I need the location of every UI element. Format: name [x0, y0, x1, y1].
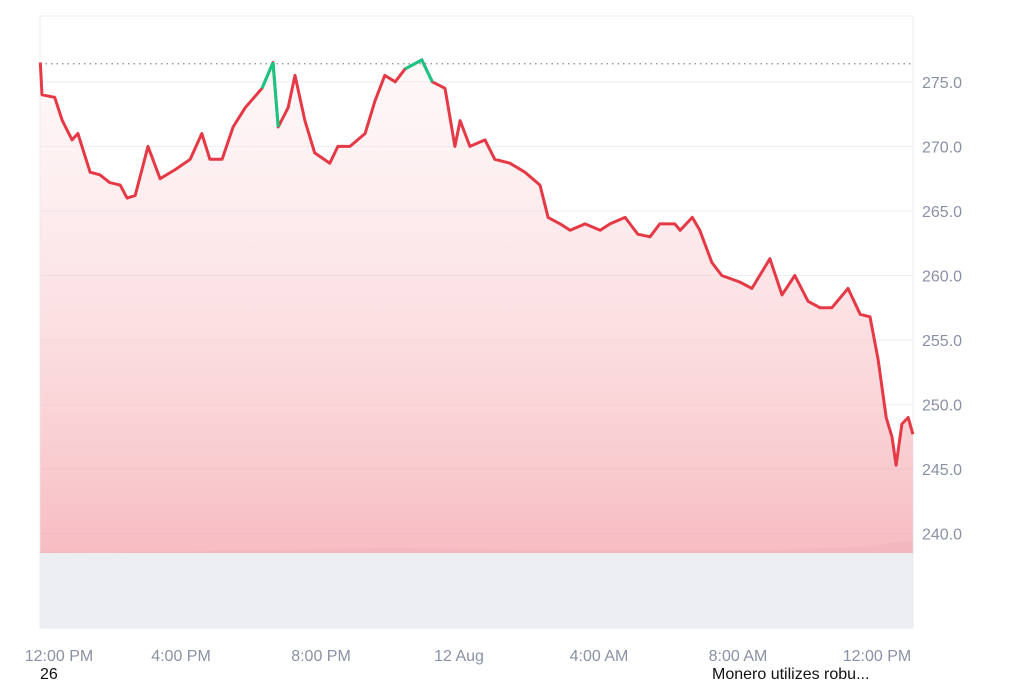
- x-tick-label: 8:00 PM: [291, 648, 351, 665]
- x-tick-label: 12 Aug: [434, 648, 484, 665]
- y-tick-label: 240.0: [922, 527, 962, 544]
- y-tick-label: 255.0: [922, 333, 962, 350]
- y-tick-label: 250.0: [922, 398, 962, 415]
- price-line: [38, 58, 915, 467]
- y-tick-label: 265.0: [922, 204, 962, 221]
- y-tick-label: 245.0: [922, 462, 962, 479]
- x-tick-label: 4:00 AM: [570, 648, 629, 665]
- x-tick-label: 4:00 PM: [151, 648, 211, 665]
- x-tick-label: 12:00 PM: [25, 648, 93, 665]
- footer-news-snippet[interactable]: Monero utilizes robu...: [712, 666, 870, 683]
- y-tick-label: 275.0: [922, 75, 962, 92]
- y-tick-label: 260.0: [922, 269, 962, 286]
- x-tick-label: 8:00 AM: [709, 648, 768, 665]
- footer-left-text: 26: [40, 666, 58, 683]
- price-area-fill: [40, 59, 913, 554]
- y-axis: 240.0 245.0 250.0 255.0 260.0 265.0 270.0 275.0: [922, 75, 962, 544]
- volume-area: [40, 540, 913, 628]
- price-line-above-reference: [260, 57, 434, 128]
- x-axis: 12:00 PM 4:00 PM 8:00 PM 12 Aug 4:00 AM 8:00 …: [25, 648, 911, 665]
- y-tick-label: 270.0: [922, 139, 962, 156]
- x-tick-label: 12:00 PM: [843, 648, 911, 665]
